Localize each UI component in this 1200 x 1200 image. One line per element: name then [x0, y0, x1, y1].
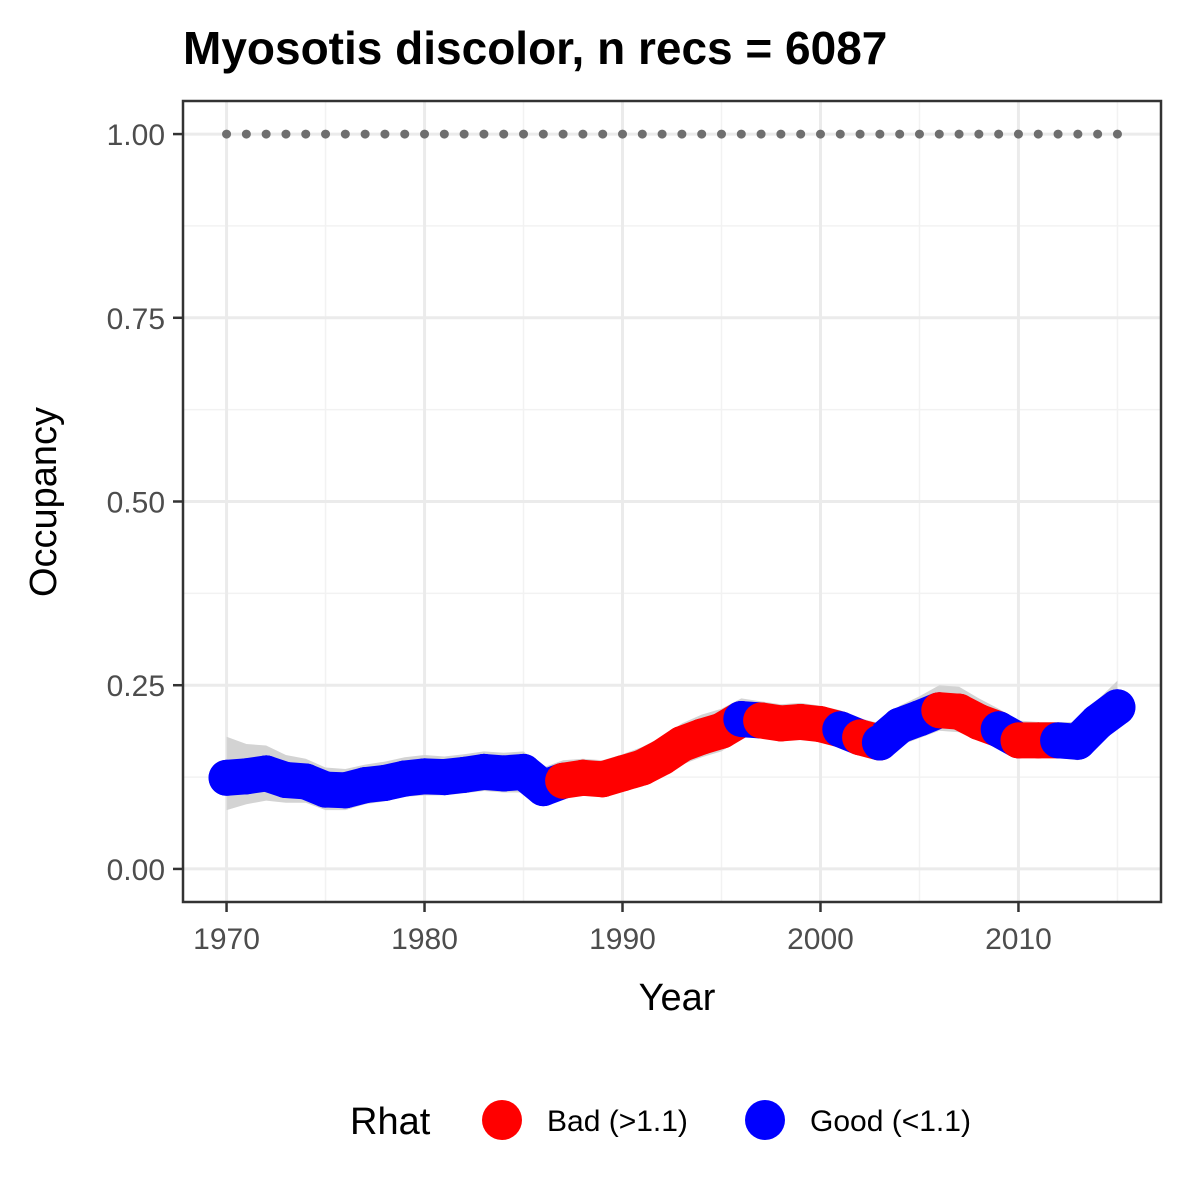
chart-title: Myosotis discolor, n recs = 6087 — [183, 22, 887, 74]
plot-panel — [181, 99, 1163, 904]
reference-point — [776, 129, 786, 139]
reference-point — [736, 129, 746, 139]
reference-point — [598, 129, 608, 139]
legend: Rhat Bad (>1.1) Good (<1.1) — [350, 1100, 971, 1143]
reference-point — [914, 129, 924, 139]
reference-point — [815, 129, 825, 139]
reference-point — [519, 129, 529, 139]
x-tick-label: 2010 — [985, 923, 1052, 956]
data-point — [1099, 689, 1136, 726]
reference-point — [400, 129, 410, 139]
y-tick-label: 0.00 — [107, 854, 165, 887]
reference-point — [261, 129, 271, 139]
reference-point — [420, 129, 430, 139]
reference-point — [459, 129, 469, 139]
reference-point — [1033, 129, 1043, 139]
legend-title: Rhat — [350, 1101, 431, 1143]
reference-point — [439, 129, 449, 139]
reference-point — [974, 129, 984, 139]
reference-point — [301, 129, 311, 139]
reference-point — [1073, 129, 1083, 139]
reference-point — [558, 129, 568, 139]
reference-point — [1013, 129, 1023, 139]
reference-point — [380, 129, 390, 139]
reference-point — [360, 129, 370, 139]
reference-point — [657, 129, 667, 139]
reference-point — [677, 129, 687, 139]
reference-point — [222, 129, 232, 139]
x-axis-title: Year — [639, 977, 716, 1019]
legend-key-bad — [482, 1100, 522, 1140]
reference-point — [578, 129, 588, 139]
reference-point — [697, 129, 707, 139]
reference-point — [954, 129, 964, 139]
y-axis: 0.00 0.25 0.50 0.75 1.00 — [107, 119, 183, 887]
x-tick-label: 1990 — [589, 923, 656, 956]
reference-point — [499, 129, 509, 139]
y-tick-label: 0.50 — [107, 487, 165, 520]
x-tick-label: 1980 — [391, 923, 458, 956]
legend-label-good: Good (<1.1) — [810, 1105, 971, 1138]
reference-point — [934, 129, 944, 139]
reference-point — [538, 129, 548, 139]
reference-point — [895, 129, 905, 139]
x-tick-label: 1970 — [193, 923, 260, 956]
legend-label-bad: Bad (>1.1) — [547, 1105, 688, 1138]
reference-point — [241, 129, 251, 139]
reference-point — [340, 129, 350, 139]
reference-point — [835, 129, 845, 139]
reference-point — [994, 129, 1004, 139]
reference-point — [875, 129, 885, 139]
reference-point — [281, 129, 291, 139]
reference-point — [756, 129, 766, 139]
y-axis-title: Occupancy — [23, 407, 65, 597]
y-tick-label: 1.00 — [107, 119, 165, 152]
reference-point — [618, 129, 628, 139]
y-tick-label: 0.75 — [107, 303, 165, 336]
reference-point — [716, 129, 726, 139]
reference-point — [479, 129, 489, 139]
reference-point — [637, 129, 647, 139]
y-tick-label: 0.25 — [107, 670, 165, 703]
reference-point — [1112, 129, 1122, 139]
reference-point — [1053, 129, 1063, 139]
x-axis: 1970 1980 1990 2000 2010 — [193, 902, 1052, 956]
reference-point — [796, 129, 806, 139]
reference-point — [321, 129, 331, 139]
legend-key-good — [745, 1100, 785, 1140]
reference-point — [1093, 129, 1103, 139]
reference-point — [855, 129, 865, 139]
x-tick-label: 2000 — [787, 923, 854, 956]
